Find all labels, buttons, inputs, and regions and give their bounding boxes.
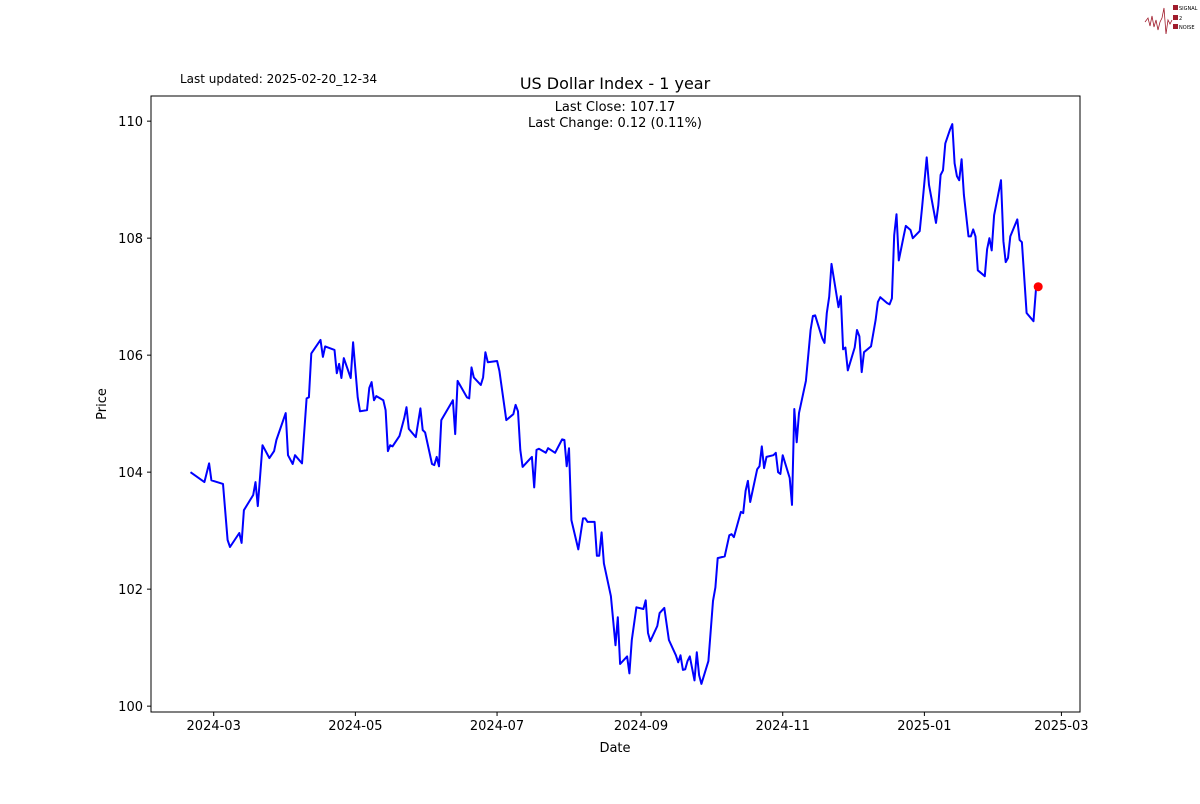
chart-title: US Dollar Index - 1 year [520,74,711,93]
last-change-annotation: Last Change: 0.12 (0.11%) [528,116,702,131]
x-tick-label: 2025-01 [897,719,951,734]
logo-text-2: 2 [1179,16,1182,22]
logo-box-icon [1173,5,1178,10]
last-close-annotation: Last Close: 107.17 [555,100,676,115]
y-tick-label: 104 [118,466,143,481]
y-tick-label: 102 [118,583,143,598]
y-tick-label: 100 [118,700,143,715]
plot-area [150,95,1081,713]
x-tick-label: 2025-03 [1034,719,1088,734]
x-tick-label: 2024-09 [614,719,668,734]
x-axis: 2024-03 2024-05 2024-07 2024-09 2024-11 2025-… [187,712,1089,734]
x-tick-label: 2024-11 [756,719,810,734]
logo-text-3: NOISE [1179,25,1194,31]
logo-waveform-icon [1144,7,1173,35]
x-axis-label: Date [599,741,630,756]
last-updated: Last updated: 2025-02-20_12-34 [180,72,377,86]
x-tick-label: 2024-05 [328,719,382,734]
last-close-marker [1033,282,1043,292]
logo: SIGNAL 2 NOISE [1144,5,1198,35]
logo-box-icon [1173,24,1178,29]
y-axis-label: Price [95,388,110,420]
y-tick-label: 108 [118,232,143,247]
y-axis: 100 102 104 106 108 110 [118,115,151,715]
x-tick-label: 2024-07 [470,719,524,734]
logo-box-icon [1173,15,1178,20]
logo-text-1: SIGNAL [1179,6,1198,12]
x-tick-label: 2024-03 [187,719,241,734]
series-group [189,123,1043,685]
price-line [189,123,1040,685]
y-tick-label: 110 [118,115,143,130]
y-tick-label: 106 [118,349,143,364]
